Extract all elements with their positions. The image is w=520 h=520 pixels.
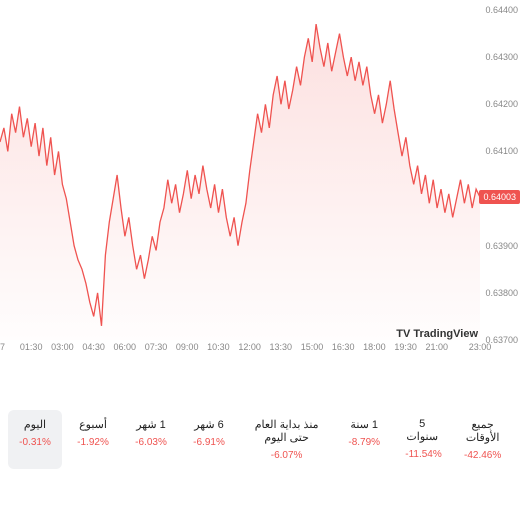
period-label: اليوم bbox=[18, 418, 52, 431]
period-4[interactable]: منذ بداية العام حتى اليوم -6.07% bbox=[240, 410, 333, 469]
chart-svg bbox=[0, 10, 480, 340]
y-tick: 0.63800 bbox=[485, 288, 518, 298]
chart-plot-area bbox=[0, 10, 480, 340]
period-value: -11.54% bbox=[405, 449, 439, 460]
x-tick: 18:00 bbox=[363, 342, 386, 352]
chart-attribution: TV TradingView bbox=[396, 328, 478, 340]
price-chart[interactable]: 0.644000.643000.642000.641000.640000.639… bbox=[0, 0, 520, 380]
period-6[interactable]: 5 سنوات -11.54% bbox=[395, 410, 449, 469]
x-tick: 21:00 bbox=[426, 342, 449, 352]
x-tick: 01:30 bbox=[20, 342, 43, 352]
x-tick: 09:00 bbox=[176, 342, 199, 352]
y-tick: 0.64100 bbox=[485, 146, 518, 156]
period-value: -1.92% bbox=[76, 437, 110, 448]
x-axis: 17 01:30 03:00 04:30 06:00 07:30 09:00 10:30 12:… bbox=[0, 342, 480, 362]
x-tick: 12:00 bbox=[238, 342, 261, 352]
period-value: -6.03% bbox=[134, 437, 168, 448]
period-value: -6.91% bbox=[192, 437, 226, 448]
y-tick: 0.64400 bbox=[485, 5, 518, 15]
period-label: جميع الأوقات bbox=[463, 418, 502, 444]
period-label: 5 سنوات bbox=[405, 418, 439, 443]
period-label: 6 شهر bbox=[192, 418, 226, 431]
period-2[interactable]: 1 شهر -6.03% bbox=[124, 410, 178, 469]
period-1[interactable]: أسبوع -1.92% bbox=[66, 410, 120, 469]
x-tick: 13:30 bbox=[270, 342, 293, 352]
x-tick: 10:30 bbox=[207, 342, 230, 352]
period-selector: اليوم -0.31% أسبوع -1.92% 1 شهر -6.03% 6 شهر -6… bbox=[0, 380, 520, 479]
x-tick: 03:00 bbox=[51, 342, 74, 352]
period-label: 1 سنة bbox=[347, 418, 381, 431]
y-axis: 0.644000.643000.642000.641000.640000.639… bbox=[480, 10, 520, 340]
period-label: أسبوع bbox=[76, 418, 110, 431]
attribution-logo: TV bbox=[396, 328, 410, 340]
x-tick: 06:00 bbox=[114, 342, 137, 352]
x-tick: 04:30 bbox=[82, 342, 105, 352]
period-label: منذ بداية العام حتى اليوم bbox=[250, 418, 323, 444]
period-value: -42.46% bbox=[463, 450, 502, 461]
period-0[interactable]: اليوم -0.31% bbox=[8, 410, 62, 469]
y-tick: 0.63900 bbox=[485, 241, 518, 251]
y-tick: 0.64200 bbox=[485, 99, 518, 109]
current-price-badge: 0.64003 bbox=[479, 190, 520, 204]
x-tick: 17 bbox=[0, 342, 5, 352]
x-tick: 23:00 bbox=[469, 342, 492, 352]
x-tick: 16:30 bbox=[332, 342, 355, 352]
period-label: 1 شهر bbox=[134, 418, 168, 431]
y-tick: 0.64300 bbox=[485, 52, 518, 62]
period-value: -8.79% bbox=[347, 437, 381, 448]
period-value: -6.07% bbox=[250, 450, 323, 461]
period-5[interactable]: 1 سنة -8.79% bbox=[337, 410, 391, 469]
attribution-text: TradingView bbox=[413, 328, 478, 340]
period-3[interactable]: 6 شهر -6.91% bbox=[182, 410, 236, 469]
x-tick: 07:30 bbox=[145, 342, 168, 352]
x-tick: 19:30 bbox=[394, 342, 417, 352]
x-tick: 15:00 bbox=[301, 342, 324, 352]
period-7[interactable]: جميع الأوقات -42.46% bbox=[453, 410, 512, 469]
period-value: -0.31% bbox=[18, 437, 52, 448]
